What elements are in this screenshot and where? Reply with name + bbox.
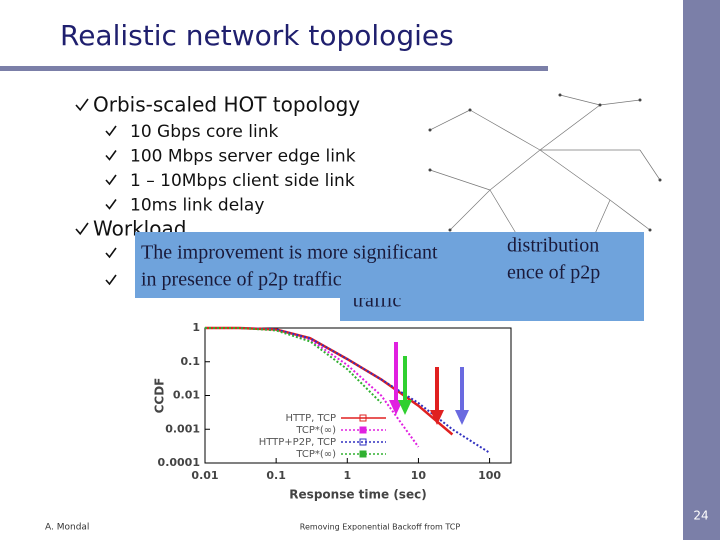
callout-text: ence of p2p xyxy=(507,262,600,284)
legend-marker xyxy=(359,450,367,458)
y-tick-label: 0.01 xyxy=(173,389,200,402)
y-tick-label: 0.1 xyxy=(181,355,201,368)
sub-bullet-text: 1 – 10Mbps client side link xyxy=(130,171,355,191)
series-line xyxy=(205,327,491,454)
y-axis-label: CCDF xyxy=(153,378,167,414)
check-icon xyxy=(105,247,117,259)
legend-label: HTTP+P2P, TCP xyxy=(259,437,336,448)
page-number: 24 xyxy=(693,509,708,523)
callout-text: in presence of p2p traffic xyxy=(141,269,342,291)
check-icon xyxy=(105,199,117,210)
check-icon xyxy=(105,274,117,286)
y-tick-label: 1 xyxy=(192,321,200,334)
series-line xyxy=(205,327,382,404)
check-icon xyxy=(105,174,117,186)
legend-marker xyxy=(359,426,367,434)
check-icon xyxy=(75,98,89,112)
callout-front xyxy=(135,232,503,298)
bullet-text: Orbis-scaled HOT topology xyxy=(93,93,360,117)
check-icon xyxy=(75,222,89,236)
slide-title: Realistic network topologies xyxy=(60,19,454,52)
chart: 0.01 0.1 1 10 100 0.0001 0.001 0.01 0.1 1 Response… xyxy=(153,321,512,502)
legend-label: TCP*(∞) xyxy=(295,425,336,436)
legend-label: TCP*(∞) xyxy=(295,449,336,460)
legend-label: HTTP, TCP xyxy=(286,413,336,424)
x-tick-label: 1 xyxy=(343,469,351,482)
arrows xyxy=(389,342,469,425)
legend-marker xyxy=(359,438,367,446)
sub-bullet-text: 100 Mbps server edge link xyxy=(130,147,356,167)
x-tick-label: 10 xyxy=(411,469,427,482)
topology-nodes xyxy=(428,93,662,232)
y-tick-label: 0.001 xyxy=(165,422,200,435)
x-tick-label: 100 xyxy=(478,469,501,482)
sidebar xyxy=(683,0,720,540)
sub-bullet-text: 10ms link delay xyxy=(130,196,264,216)
y-tick-label: 0.0001 xyxy=(158,456,200,469)
title-rule xyxy=(0,66,548,71)
footer-author: A. Mondal xyxy=(45,523,89,533)
topology-graph xyxy=(429,94,661,246)
footer-title: Removing Exponential Backoff from TCP xyxy=(300,523,461,532)
sub-bullet-text: 10 Gbps core link xyxy=(130,122,278,142)
x-tick-label: 0.1 xyxy=(266,469,286,482)
x-axis-label: Response time (sec) xyxy=(289,488,426,502)
x-tick-label: 0.01 xyxy=(191,469,218,482)
check-icon xyxy=(105,150,117,161)
legend-marker xyxy=(359,414,367,422)
check-icon xyxy=(105,125,117,137)
callout-text: distribution xyxy=(507,235,599,257)
callout-text: The improvement is more significant xyxy=(141,242,438,264)
